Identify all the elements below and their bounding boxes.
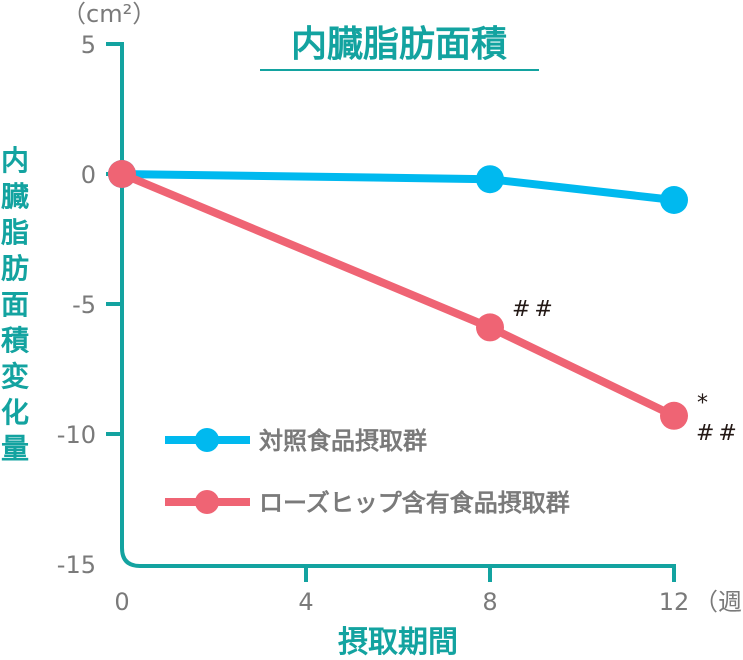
x-tick-label: 8 (482, 588, 497, 616)
annotation-hash-w12: ## (696, 421, 741, 446)
legend-item-rosehip: ローズヒップ含有食品摂取群 (165, 489, 570, 517)
data-point (108, 160, 136, 188)
y-unit-label: （cm²） (62, 0, 156, 28)
y-tick-labels: 5 0 -5 -10 -15 (57, 31, 96, 579)
annotation-hash-w8: ## (512, 297, 557, 322)
data-point (476, 313, 504, 342)
x-tick-labels: 0 4 8 12 (114, 588, 689, 616)
axes-frame (106, 42, 676, 582)
legend: 対照食品摂取群 ローズヒップ含有食品摂取群 (165, 427, 570, 517)
legend-item-control: 対照食品摂取群 (165, 427, 427, 455)
series-group (108, 160, 688, 430)
legend-marker-control (195, 428, 219, 452)
y-tick-label: -10 (57, 421, 96, 449)
data-point (660, 401, 688, 430)
y-axis-label-char: 変 (1, 360, 29, 393)
chart-title: 内臓脂肪面積 (291, 24, 507, 65)
y-tick-label: -15 (57, 551, 96, 579)
y-tick-label: 0 (81, 161, 96, 189)
legend-marker-rosehip (195, 490, 219, 514)
y-axis-label-char: 内 (1, 144, 29, 177)
y-tick-label: -5 (72, 291, 96, 319)
legend-label-rosehip: ローズヒップ含有食品摂取群 (259, 489, 570, 517)
annotation-asterisk-w12: * (697, 391, 708, 416)
x-tick-label: 0 (114, 588, 129, 616)
data-point (660, 186, 688, 214)
x-tick-label: 12 (659, 588, 690, 616)
y-tick-marks (106, 172, 122, 436)
x-tick-label: 4 (298, 588, 313, 616)
x-unit-label: （週） (694, 588, 743, 616)
series-rosehip (108, 160, 688, 430)
y-axis-label-char: 化 (1, 396, 29, 429)
y-axis-label-char: 量 (1, 432, 29, 465)
y-axis-label-char: 肪 (1, 252, 29, 285)
y-tick-label: 5 (81, 31, 96, 59)
x-tick-marks (304, 566, 492, 582)
y-axis-label-char: 臓 (1, 180, 29, 213)
y-axis-label-char: 面 (1, 288, 29, 321)
y-axis-label-char: 積 (1, 324, 29, 357)
legend-label-control: 対照食品摂取群 (259, 427, 427, 455)
data-point (476, 165, 504, 194)
y-axis-label-char: 脂 (1, 216, 29, 249)
x-axis-label: 摂取期間 (338, 625, 458, 660)
